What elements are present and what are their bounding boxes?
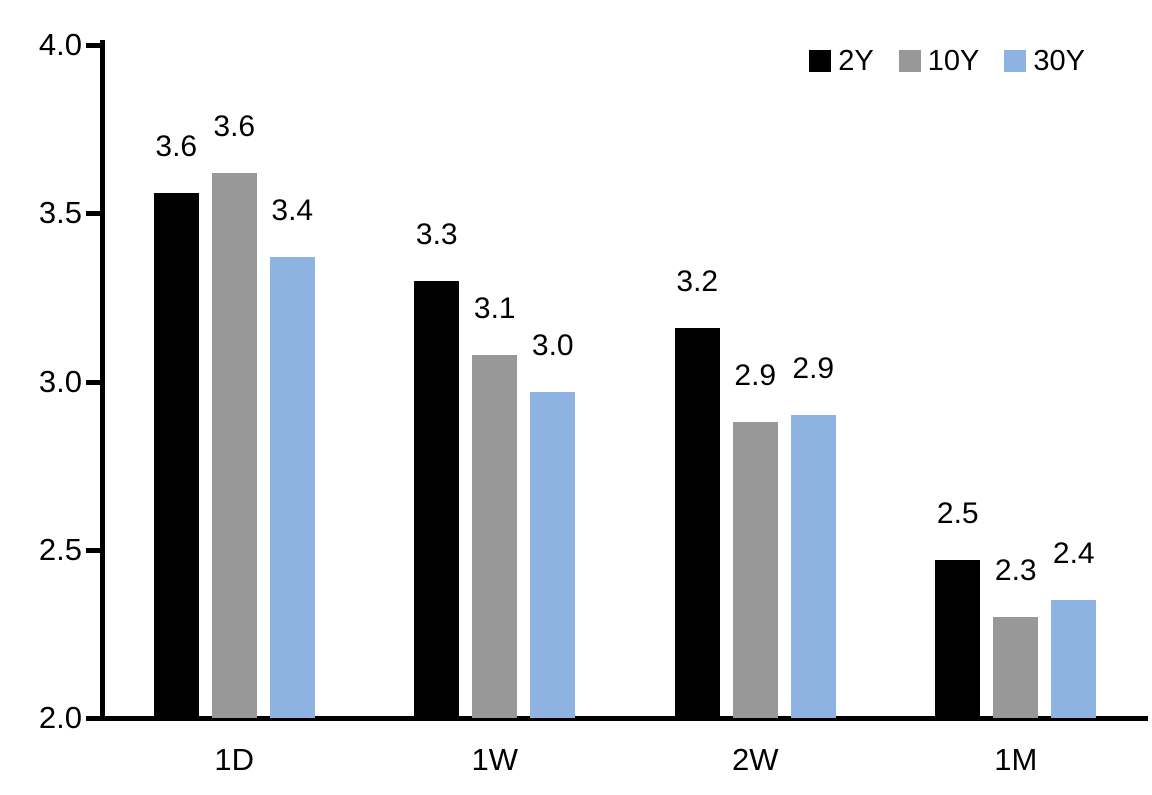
bar-10Y-1W (472, 354, 518, 718)
bar-30Y-2W (790, 415, 836, 718)
bar-value-label: 3.6 (155, 130, 198, 164)
legend-item-30Y: 30Y (1004, 46, 1085, 76)
legend-label: 10Y (927, 45, 980, 77)
y-axis-line (100, 40, 105, 721)
legend-swatch-icon (809, 50, 832, 72)
y-axis-tick-label: 3.0 (38, 363, 82, 399)
legend-label: 2Y (838, 45, 874, 77)
legend-swatch-icon (1004, 50, 1027, 72)
bar-2Y-1M (935, 559, 981, 718)
bar-value-label: 3.3 (415, 217, 458, 251)
y-axis-tick-label: 2.5 (38, 531, 82, 567)
y-axis-tick-label: 3.5 (38, 195, 82, 231)
legend: 2Y 10Y 30Y (809, 46, 1085, 76)
y-axis-tick (86, 379, 100, 385)
bar-value-label: 3.4 (271, 193, 314, 227)
bar-value-label: 2.5 (936, 496, 979, 530)
bar-10Y-1D (211, 172, 257, 718)
y-axis-tick-label: 4.0 (38, 27, 82, 62)
bar-value-label: 3.2 (676, 264, 719, 298)
x-category-label: 1D (214, 742, 255, 777)
y-axis-tick-label: 2.0 (38, 700, 82, 735)
legend-label: 30Y (1033, 45, 1085, 77)
bar-value-label: 3.6 (213, 109, 256, 143)
y-axis-tick (86, 211, 100, 217)
bar-30Y-1M (1051, 600, 1097, 718)
bar-10Y-1M (993, 617, 1039, 718)
bar-value-label: 2.4 (1052, 537, 1095, 571)
y-axis-tick (86, 547, 100, 553)
legend-item-10Y: 10Y (898, 45, 980, 77)
bar-2Y-1W (414, 280, 460, 718)
bar-value-label: 3.0 (531, 328, 574, 362)
bar-2Y-1D (153, 193, 199, 718)
bar-value-label: 2.9 (792, 352, 835, 386)
bar-10Y-2W (732, 421, 778, 718)
bar-value-label: 2.3 (994, 554, 1037, 588)
x-category-label: 2W (732, 742, 779, 777)
legend-item-2Y: 2Y (809, 45, 874, 77)
y-axis-tick (86, 716, 100, 721)
x-axis-line (100, 716, 1148, 721)
bar-30Y-1D (269, 256, 315, 718)
bar-30Y-1W (530, 391, 576, 718)
bar-value-label: 2.9 (734, 358, 777, 392)
x-category-label: 1W (471, 742, 519, 777)
bar-value-label: 3.1 (473, 291, 516, 325)
x-category-label: 1M (994, 742, 1038, 777)
y-axis-tick (86, 43, 100, 48)
bar-2Y-2W (674, 327, 720, 718)
legend-swatch-icon (898, 50, 921, 72)
